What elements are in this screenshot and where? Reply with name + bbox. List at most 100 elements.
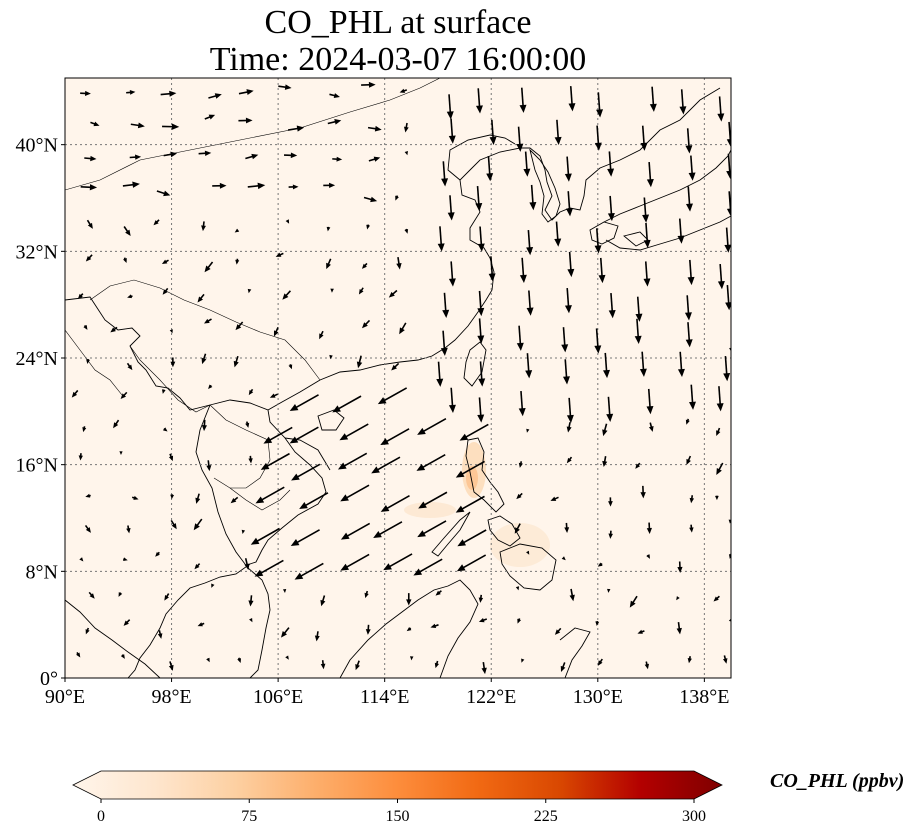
wind-arrow <box>250 527 280 545</box>
wind-arrow <box>170 519 177 530</box>
wind-arrow <box>208 384 213 390</box>
wind-arrow <box>79 557 84 562</box>
wind-arrow <box>418 491 448 509</box>
wind-arrow <box>368 156 381 162</box>
wind-arrow <box>366 224 371 230</box>
wind-arrow <box>337 452 368 470</box>
lon-tick-label: 122°E <box>466 686 516 708</box>
wind-arrow <box>163 151 178 158</box>
coastline-hainan <box>317 409 345 431</box>
coastline-japan-honshu <box>603 149 731 223</box>
latitude-ticks: 0° 8°N 16°N 24°N 32°N 40°N <box>16 135 65 690</box>
wind-arrow <box>607 151 615 177</box>
wind-arrow <box>717 263 725 290</box>
coastline-bohai <box>447 134 516 181</box>
wind-arrow <box>380 495 410 512</box>
wind-arrow <box>126 90 136 95</box>
wind-arrow <box>85 254 93 262</box>
wind-arrow <box>475 185 483 212</box>
wind-arrow <box>120 654 125 659</box>
wind-arrow <box>193 518 203 531</box>
wind-arrow <box>282 589 287 593</box>
wind-arrow <box>685 186 693 212</box>
wind-arrow <box>716 386 724 412</box>
wind-arrow <box>598 257 606 284</box>
wind-arrow <box>201 353 207 365</box>
wind-arrow <box>514 523 521 534</box>
wind-arrow <box>273 326 279 337</box>
wind-arrow <box>643 261 651 287</box>
wind-arrow <box>332 395 362 413</box>
wind-arrow <box>330 288 334 293</box>
wind-arrow <box>722 655 728 664</box>
wind-arrow <box>126 525 131 534</box>
wind-arrow <box>554 627 562 635</box>
wind-arrow <box>521 658 525 663</box>
wind-arrow <box>477 397 485 423</box>
wind-arrow <box>269 393 278 398</box>
colorbar-label: CO_PHL (ppbv) <box>770 770 904 792</box>
co-plumes <box>404 442 550 567</box>
wind-arrow <box>417 417 447 435</box>
wind-arrow <box>554 221 562 247</box>
plot-title-line-2: Time: 2024-03-07 16:00:00 <box>209 41 587 78</box>
wind-arrow <box>642 197 650 223</box>
wind-arrow <box>365 624 371 635</box>
wind-arrow <box>170 494 175 500</box>
wind-arrow <box>235 258 240 265</box>
wind-arrow <box>155 551 160 557</box>
wind-arrow <box>639 351 647 377</box>
wind-arrow <box>127 294 133 299</box>
wind-arrow <box>679 89 687 115</box>
wind-arrow <box>263 426 293 444</box>
wind-arrow <box>76 651 81 658</box>
wind-arrow <box>169 329 173 334</box>
wind-arrow <box>594 328 602 354</box>
longitude-ticks: 90°E 98°E 106°E 114°E 122°E 130°E 138°E <box>45 678 729 708</box>
wind-arrow <box>716 427 721 437</box>
wind-arrow <box>238 117 253 124</box>
wind-arrow <box>278 84 292 90</box>
wind-arrow <box>403 122 409 133</box>
border-myanmar-thailand <box>129 345 211 413</box>
wind-arrow <box>602 423 608 437</box>
wind-arrow <box>391 362 400 371</box>
wind-arrow <box>380 428 410 446</box>
coastline-indochina-east <box>284 437 331 471</box>
wind-arrow <box>677 218 685 244</box>
wind-arrow <box>204 114 216 120</box>
wind-arrow <box>646 554 650 559</box>
wind-arrow <box>406 593 412 606</box>
border-china-south <box>89 279 321 381</box>
wind-arrow <box>289 426 319 444</box>
wind-arrow <box>646 388 654 415</box>
wind-arrow <box>170 357 176 368</box>
wind-arrow <box>162 427 168 432</box>
wind-arrow <box>516 126 524 152</box>
coastline-sumatra <box>65 599 161 678</box>
wind-arrow <box>340 484 370 502</box>
wind-arrow <box>677 561 683 573</box>
wind-arrow <box>716 462 724 476</box>
wind-arrow <box>373 521 403 539</box>
wind-arrow <box>248 455 253 464</box>
wind-arrow <box>160 90 177 97</box>
coastline-taiwan <box>463 341 487 387</box>
wind-arrow <box>85 493 91 498</box>
wind-arrow <box>326 226 331 232</box>
wind-arrow <box>339 423 369 441</box>
wind-arrow <box>649 86 657 112</box>
wind-arrow <box>689 495 695 504</box>
wind-arrow <box>489 119 497 146</box>
wind-arrow <box>162 123 180 130</box>
wind-arrow <box>248 595 254 607</box>
wind-arrow <box>399 88 408 93</box>
colorbar-tick-label: 75 <box>241 808 257 825</box>
wind-arrow <box>562 359 570 385</box>
wind-arrow <box>478 594 484 603</box>
wind-arrow <box>255 486 285 504</box>
coastline-borneo <box>339 579 479 678</box>
wind-arrow <box>289 394 319 412</box>
wind-arrow <box>519 257 527 283</box>
wind-arrow <box>83 325 88 330</box>
